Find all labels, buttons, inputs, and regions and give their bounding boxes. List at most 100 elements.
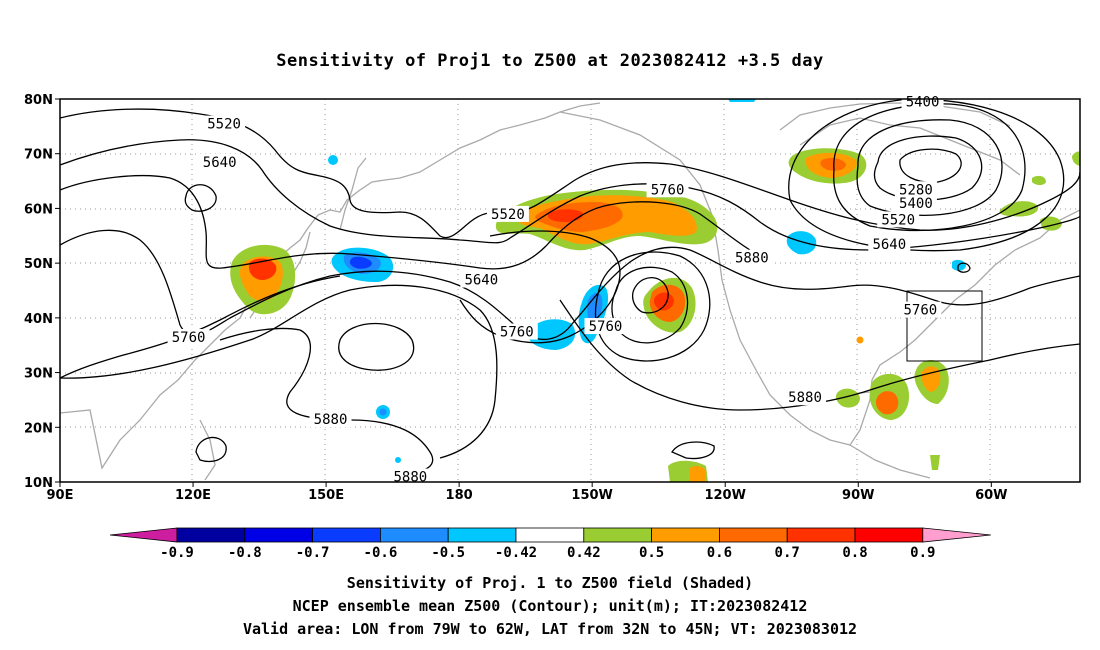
contour-label-bg <box>309 411 352 428</box>
contour-label: 5760 <box>903 303 937 319</box>
negative-blob-kamchatka <box>331 247 394 282</box>
colorbar-swatch <box>515 527 585 543</box>
caption-shading: Sensitivity of Proj. 1 to Z500 field (Sh… <box>346 574 754 592</box>
contour-5520-north <box>60 108 1080 239</box>
contour-label-bg <box>784 389 827 406</box>
lat-label: 60N <box>24 202 53 217</box>
contour-label-bg <box>495 323 538 340</box>
contour-label: 5640 <box>203 155 237 171</box>
contour-low-alaska-3 <box>594 251 711 362</box>
contour-label: 5520 <box>881 212 915 228</box>
contour-label-bg <box>877 211 920 228</box>
colorbar-label: 0.9 <box>910 545 935 561</box>
colorbar-swatch <box>719 527 788 543</box>
colorbar-label: -0.5 <box>431 545 465 561</box>
contour-5880-pacific-ring <box>60 284 498 459</box>
contour-label-bg <box>584 318 627 335</box>
colorbar-swatch <box>651 527 720 543</box>
lon-label: 90E <box>47 488 74 503</box>
contour-label-bg <box>894 181 937 198</box>
contour-label-bg <box>899 301 942 318</box>
colorbar-label: -0.6 <box>364 545 398 561</box>
contour-polar-low-4 <box>833 103 1026 232</box>
contour-polar-low-3 <box>856 119 1003 217</box>
colorbar-label: 0.7 <box>775 545 800 561</box>
map-title: Sensitivity of Proj1 to Z500 at 20230824… <box>276 51 824 71</box>
colorbar-swatch <box>447 527 517 543</box>
colorbar-label: -0.8 <box>228 545 262 561</box>
colorbar-swatch <box>583 527 652 543</box>
lon-label: 150W <box>571 488 612 503</box>
contour-label-bg <box>901 93 944 110</box>
contour-label-bg <box>730 249 773 266</box>
contour-low-alaska-1 <box>631 277 669 314</box>
positive-blob-bering <box>495 189 718 251</box>
colorbar-swatch <box>244 527 314 543</box>
contour-label: 5760 <box>651 182 685 198</box>
lat-label: 20N <box>24 421 53 436</box>
map-axes: 90E 120E 150E 180 150W 120W 90W 60W 80N 70N 60N 50N… <box>24 93 1008 503</box>
coastlines <box>60 102 1080 481</box>
colorbar: -0.9 -0.8 -0.7 -0.6 -0.5 -0.42 0.42 0.5 0.6 0.7 0.… <box>109 527 991 561</box>
contour-label: 5640 <box>464 273 498 289</box>
lat-label: 70N <box>24 148 53 163</box>
lon-label: 120E <box>175 488 211 503</box>
contour-label-bg <box>198 153 241 170</box>
contour-label-bg <box>868 235 911 252</box>
contour-5880-ring-mid <box>671 441 715 460</box>
coastline-philippines <box>199 419 216 481</box>
lon-label: 60W <box>975 488 1007 503</box>
colorbar-label: 0.6 <box>707 545 732 561</box>
colorbar-swatch <box>854 527 924 543</box>
caption-valid-area: Valid area: LON from 79W to 62W, LAT fro… <box>242 620 858 638</box>
contour-label: 5880 <box>735 251 769 267</box>
coastline-asia <box>60 102 601 470</box>
coastline-north-america <box>559 111 1080 446</box>
colorbar-low-triangle <box>109 527 178 543</box>
contour-5880-pacific <box>219 327 434 474</box>
contour-high-hawaii <box>338 322 415 371</box>
contour-label-bg <box>894 194 937 211</box>
colorbar-swatch <box>176 527 246 543</box>
coastline-hudson <box>799 117 1021 176</box>
lon-label: 180 <box>446 488 473 503</box>
contour-label: 5520 <box>207 117 241 133</box>
contour-polar-low-2 <box>873 135 983 201</box>
contour-5640-mid <box>60 174 751 270</box>
colorbar-high-triangle <box>922 527 991 543</box>
contour-5880-ring-west <box>195 436 227 463</box>
contour-label-bg <box>460 271 503 288</box>
positive-blob-canada <box>788 148 867 184</box>
contour-label-bg <box>203 115 246 132</box>
colorbar-label: -0.9 <box>160 545 194 561</box>
contour-label-bg <box>486 205 529 222</box>
colorbar-swatch <box>312 527 381 543</box>
positive-blob-gulf-alaska-low <box>643 277 696 333</box>
positive-blob-sea-of-japan <box>230 244 296 315</box>
contour-label: 5400 <box>899 196 933 212</box>
colorbar-label: -0.7 <box>296 545 330 561</box>
contour-label: 5880 <box>788 390 822 406</box>
lat-label: 10N <box>24 476 53 491</box>
lat-label: 30N <box>24 367 53 382</box>
colorbar-swatch <box>379 527 449 543</box>
lon-label: 150E <box>308 488 344 503</box>
negative-blob-rockies <box>786 231 817 255</box>
lat-label: 80N <box>24 93 53 108</box>
contour-ring-east <box>957 262 971 273</box>
positive-blob-caribbean <box>869 359 949 420</box>
coastline-kamchatka <box>339 157 367 231</box>
lat-label: 40N <box>24 312 53 327</box>
contour-label: 5640 <box>872 237 906 253</box>
colorbar-swatch <box>786 527 856 543</box>
lat-label: 50N <box>24 257 53 272</box>
contour-polar-low-1 <box>899 148 962 183</box>
colorbar-label: 0.42 <box>567 545 601 561</box>
caption-contour: NCEP ensemble mean Z500 (Contour); unit(… <box>292 597 808 615</box>
contour-label: 5880 <box>314 412 348 428</box>
lon-label: 90W <box>842 488 874 503</box>
map-frame <box>59 98 1081 483</box>
contour-5880-main <box>60 275 341 379</box>
contour-label: 5760 <box>172 330 206 346</box>
contour-label-bg <box>646 181 689 198</box>
